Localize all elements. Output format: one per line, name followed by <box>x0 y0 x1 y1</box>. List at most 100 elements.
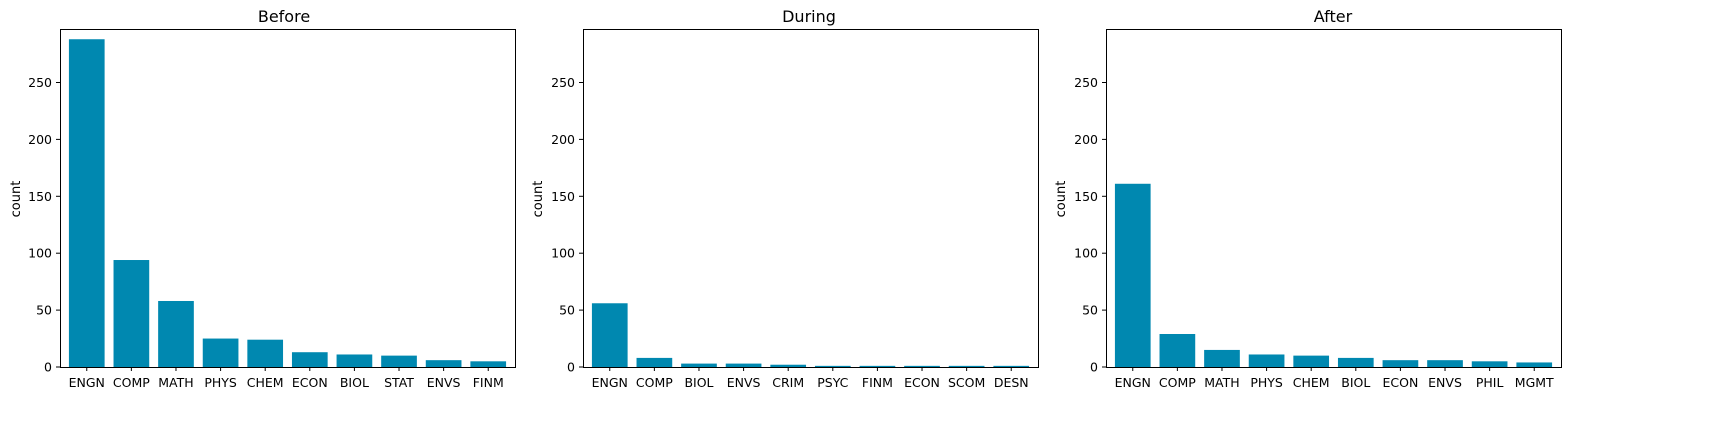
y-tick-label: 250 <box>551 75 575 90</box>
x-tick-label: ENVS <box>1428 375 1462 390</box>
y-axis-label: count <box>1054 181 1069 218</box>
x-tick-label: SCOM <box>948 375 985 390</box>
y-tick-label: 200 <box>1074 132 1098 147</box>
bar-engn <box>591 303 628 367</box>
x-tick-label: ENVS <box>727 375 761 390</box>
bar-envs <box>425 360 462 367</box>
y-tick-label: 100 <box>28 246 52 261</box>
x-tick-label: ECON <box>1382 375 1418 390</box>
bar-envs <box>1427 360 1463 367</box>
x-tick-label: ECON <box>292 375 328 390</box>
x-tick-label: ENGN <box>69 375 105 390</box>
bars <box>591 303 1030 367</box>
bars <box>1114 183 1553 367</box>
x-tick-label: ENVS <box>427 375 461 390</box>
x-tick-label: COMP <box>1159 375 1196 390</box>
x-tick-label: FINM <box>473 375 504 390</box>
x-tick-label: MATH <box>1204 375 1239 390</box>
x-tick-label: COMP <box>636 375 673 390</box>
y-tick-label: 50 <box>36 303 52 318</box>
x-tick-label: MGMT <box>1515 375 1554 390</box>
x-ticks: ENGN COMP BIOL ENVS CRIM PSYC FINM ECON SCOM DESN <box>592 367 1029 390</box>
chart-panel-before: Before count 0 50 100 150 200 250 ENGN COMP MAT… <box>9 7 516 390</box>
x-tick-label: CHEM <box>247 375 284 390</box>
bar-chem <box>247 339 284 367</box>
y-ticks: 0 50 100 150 200 250 <box>1074 75 1106 375</box>
bar-crim <box>770 364 807 367</box>
bar-phys <box>1248 354 1285 367</box>
x-tick-label: PHYS <box>1250 375 1283 390</box>
chart-title: Before <box>258 7 310 26</box>
y-ticks: 0 50 100 150 200 250 <box>28 75 60 375</box>
bar-biol <box>1337 357 1374 367</box>
y-tick-label: 0 <box>1090 360 1098 375</box>
chart-panel-after: After count 0 50 100 150 200 250 ENGN COMP MATH… <box>1054 7 1562 390</box>
bar-comp <box>636 357 673 367</box>
x-ticks: ENGN COMP MATH PHYS CHEM ECON BIOL STAT ENVS FINM <box>69 367 504 390</box>
x-ticks: ENGN COMP MATH PHYS CHEM BIOL ECON ENVS PHIL MGMT <box>1115 367 1554 390</box>
y-tick-label: 50 <box>1082 303 1098 318</box>
bar-biol <box>336 354 373 367</box>
bar-desn <box>993 365 1030 367</box>
y-tick-label: 150 <box>551 189 575 204</box>
x-tick-label: BIOL <box>1341 375 1370 390</box>
y-axis-label: count <box>531 181 546 218</box>
x-tick-label: MATH <box>158 375 193 390</box>
chart-panel-during: During count 0 50 100 150 200 250 ENGN COMP BIO… <box>531 7 1039 390</box>
bar-stat <box>381 355 417 367</box>
bar-finm <box>859 365 896 367</box>
x-tick-label: CHEM <box>1293 375 1330 390</box>
x-tick-label: ENGN <box>1115 375 1151 390</box>
y-tick-label: 100 <box>551 246 575 261</box>
y-tick-label: 0 <box>44 360 52 375</box>
bar-chem <box>1293 355 1330 367</box>
y-axis-label: count <box>9 181 24 218</box>
y-tick-label: 150 <box>28 189 52 204</box>
bar-phil <box>1471 361 1508 367</box>
y-ticks: 0 50 100 150 200 250 <box>551 75 583 375</box>
y-tick-label: 150 <box>1074 189 1098 204</box>
bar-envs <box>725 363 762 367</box>
chart-title: During <box>782 7 836 26</box>
bar-econ <box>1382 360 1419 367</box>
x-tick-label: DESN <box>994 375 1029 390</box>
x-tick-label: PHYS <box>204 375 237 390</box>
x-tick-label: ENGN <box>592 375 628 390</box>
bar-engn <box>68 39 105 368</box>
x-tick-label: CRIM <box>772 375 804 390</box>
bar-comp <box>1159 334 1196 367</box>
bar-finm <box>470 361 507 367</box>
x-tick-label: STAT <box>384 375 414 390</box>
bar-comp <box>113 260 150 367</box>
plot-frame <box>1106 29 1562 368</box>
y-tick-label: 100 <box>1074 246 1098 261</box>
y-tick-label: 200 <box>551 132 575 147</box>
plot-frame <box>583 29 1039 368</box>
bar-math <box>1204 349 1240 367</box>
bar-econ <box>904 365 940 367</box>
plot-frame <box>60 29 516 368</box>
bar-biol <box>681 363 717 367</box>
x-tick-label: PSYC <box>817 375 848 390</box>
y-tick-label: 200 <box>28 132 52 147</box>
x-tick-label: COMP <box>113 375 150 390</box>
x-tick-label: FINM <box>862 375 893 390</box>
x-tick-label: ECON <box>904 375 940 390</box>
bar-psyc <box>814 365 851 367</box>
y-tick-label: 250 <box>1074 75 1098 90</box>
y-tick-label: 250 <box>28 75 52 90</box>
chart-title: After <box>1314 7 1353 26</box>
bar-econ <box>291 352 328 367</box>
x-tick-label: BIOL <box>340 375 369 390</box>
bar-math <box>158 300 194 367</box>
bar-engn <box>1114 183 1151 367</box>
bar-scom <box>948 365 985 367</box>
x-tick-label: PHIL <box>1476 375 1504 390</box>
y-tick-label: 0 <box>567 360 575 375</box>
bars <box>68 39 507 368</box>
bar-phys <box>202 338 239 367</box>
y-tick-label: 50 <box>559 303 575 318</box>
x-tick-label: BIOL <box>684 375 713 390</box>
